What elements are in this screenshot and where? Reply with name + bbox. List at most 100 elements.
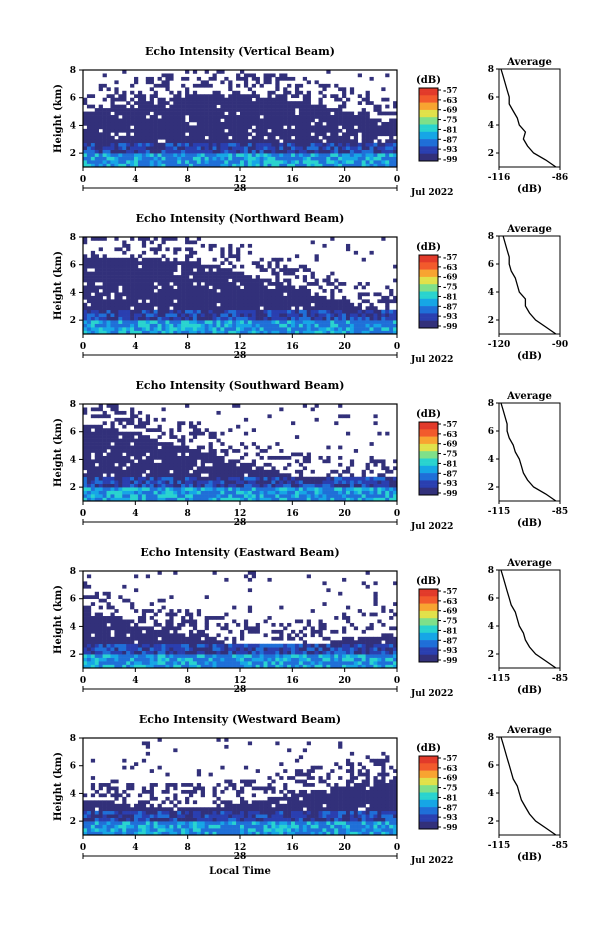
heatmap-cell <box>192 480 198 484</box>
heatmap-cell <box>83 650 88 655</box>
heatmap-cell <box>204 80 209 85</box>
heatmap-cell <box>145 490 151 495</box>
heatmap-cell <box>334 323 339 328</box>
heatmap-cell <box>322 125 327 130</box>
heatmap-cell <box>181 469 186 474</box>
heatmap-cell <box>381 121 386 126</box>
heatmap-cell <box>263 323 268 328</box>
heatmap-cell <box>200 302 205 307</box>
heatmap-cell <box>259 449 264 453</box>
heatmap-cell <box>294 306 300 311</box>
heatmap-cell <box>294 142 300 147</box>
heatmap-cell <box>389 480 394 484</box>
heatmap-cell <box>369 101 374 105</box>
heatmap-cell <box>220 250 225 255</box>
heatmap-cell <box>188 316 194 321</box>
heatmap-cell <box>98 459 103 464</box>
heatmap-cell <box>130 431 135 436</box>
heatmap-cell <box>271 466 276 471</box>
heatmap-cell <box>259 149 264 154</box>
heatmap-cell <box>126 476 131 481</box>
heatmap-cell <box>345 163 351 168</box>
heatmap-cell <box>114 299 119 304</box>
heatmap-cell <box>326 650 331 655</box>
heatmap-cell <box>369 459 374 464</box>
heatmap-cell <box>102 146 107 150</box>
heatmap-cell <box>373 421 378 426</box>
heatmap-cell <box>185 306 190 311</box>
heatmap-cell <box>153 275 158 279</box>
heatmap-cell <box>83 316 88 321</box>
heatmap-cell <box>149 664 154 669</box>
heatmap-cell <box>204 118 209 123</box>
heatmap-cell <box>243 125 249 130</box>
heatmap-cell <box>338 664 343 669</box>
heatmap-cell <box>318 128 323 133</box>
heatmap-cell <box>373 462 378 467</box>
heatmap-cell <box>141 250 147 255</box>
heatmap-cell <box>345 153 351 157</box>
heatmap-cell <box>86 153 92 157</box>
heatmap-cell <box>192 149 198 154</box>
heatmap-cell <box>310 160 315 164</box>
heatmap-cell <box>165 442 170 446</box>
heatmap-cell <box>255 469 260 474</box>
heatmap-cell <box>102 442 107 446</box>
heatmap-cell <box>181 664 186 669</box>
heatmap-cell <box>263 121 268 126</box>
heatmap-cell <box>314 278 319 283</box>
heatmap-field <box>83 70 398 168</box>
heatmap-cell <box>228 149 233 154</box>
heatmap-cell <box>314 302 319 307</box>
heatmap-cell <box>243 115 249 119</box>
heatmap-cell <box>145 121 151 126</box>
heatmap-cell <box>373 476 378 481</box>
heatmap-cell <box>373 313 378 317</box>
heatmap-cell <box>106 271 111 276</box>
heatmap-cell <box>181 132 186 137</box>
heatmap-cell <box>177 135 182 140</box>
heatmap-cell <box>216 306 221 311</box>
heatmap-cell <box>208 654 213 658</box>
heatmap-cell <box>173 278 178 283</box>
heatmap-cell <box>212 128 217 133</box>
heatmap-cell <box>271 271 276 276</box>
heatmap-cell <box>243 480 249 484</box>
heatmap-cell <box>255 661 260 665</box>
heatmap-cell <box>196 261 202 266</box>
heatmap-cell <box>283 497 288 502</box>
heatmap-cell <box>385 146 390 150</box>
heatmap-cell <box>263 449 268 453</box>
heatmap-cell <box>216 160 221 164</box>
heatmap-cell <box>157 264 162 269</box>
heatmap-cell <box>208 306 213 311</box>
heatmap-cell <box>232 309 237 314</box>
heatmap-cell <box>236 487 241 491</box>
heatmap-cell <box>345 664 351 669</box>
heatmap-cell <box>192 97 198 102</box>
heatmap-cell <box>247 285 253 290</box>
heatmap-cell <box>98 264 103 269</box>
heatmap-cell <box>224 494 229 498</box>
heatmap-cell <box>185 278 190 283</box>
heatmap-cell <box>287 160 292 164</box>
heatmap-cell <box>243 664 249 669</box>
heatmap-cell <box>130 237 135 241</box>
heatmap-cell <box>236 459 241 464</box>
heatmap-cell <box>263 111 268 116</box>
heatmap-cell <box>102 299 107 304</box>
heatmap-cell <box>212 487 217 491</box>
y-tick-label: 4 <box>70 455 76 465</box>
heatmap-cell <box>134 480 139 484</box>
heatmap-cell <box>294 288 300 293</box>
heatmap-cell <box>291 661 296 665</box>
heatmap-cell <box>200 654 205 658</box>
heatmap-cell <box>86 132 92 137</box>
heatmap-cell <box>177 320 182 324</box>
heatmap-cell <box>114 282 119 286</box>
heatmap-cell <box>259 664 264 669</box>
heatmap-cell <box>283 657 288 662</box>
heatmap-cell <box>145 647 151 651</box>
heatmap-cell <box>267 473 272 478</box>
heatmap-cell <box>130 104 135 109</box>
